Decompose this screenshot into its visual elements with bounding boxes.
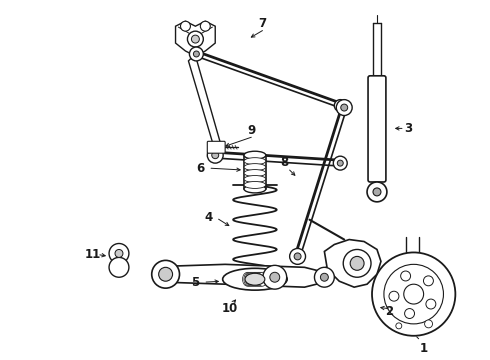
- Ellipse shape: [243, 272, 252, 286]
- Ellipse shape: [244, 185, 266, 193]
- Text: 8: 8: [281, 156, 289, 168]
- Circle shape: [337, 160, 343, 166]
- Circle shape: [212, 152, 219, 159]
- Text: 11: 11: [85, 248, 101, 261]
- Circle shape: [367, 182, 387, 202]
- Circle shape: [334, 100, 346, 112]
- Ellipse shape: [256, 272, 266, 286]
- Circle shape: [396, 323, 402, 329]
- Text: 6: 6: [196, 162, 204, 175]
- Text: 2: 2: [385, 306, 393, 319]
- Circle shape: [188, 31, 203, 47]
- Ellipse shape: [245, 272, 255, 286]
- Ellipse shape: [245, 273, 265, 285]
- Ellipse shape: [257, 272, 268, 286]
- Ellipse shape: [244, 151, 266, 159]
- Ellipse shape: [244, 176, 266, 183]
- Circle shape: [343, 249, 371, 277]
- Circle shape: [320, 273, 328, 281]
- Text: 9: 9: [248, 124, 256, 137]
- Ellipse shape: [244, 272, 254, 286]
- Circle shape: [180, 21, 191, 31]
- Circle shape: [190, 47, 203, 61]
- Ellipse shape: [222, 268, 287, 290]
- Circle shape: [404, 284, 424, 304]
- Circle shape: [294, 253, 301, 260]
- Circle shape: [270, 272, 280, 282]
- Polygon shape: [175, 21, 215, 56]
- Polygon shape: [324, 239, 381, 287]
- Circle shape: [159, 267, 172, 281]
- Text: 1: 1: [419, 342, 428, 355]
- Polygon shape: [166, 264, 324, 287]
- Circle shape: [115, 249, 123, 257]
- Circle shape: [384, 264, 443, 324]
- Ellipse shape: [255, 272, 265, 286]
- Circle shape: [425, 320, 433, 328]
- Text: 3: 3: [405, 122, 413, 135]
- Circle shape: [389, 291, 399, 301]
- Ellipse shape: [249, 272, 259, 286]
- Circle shape: [401, 271, 411, 281]
- Circle shape: [194, 51, 199, 57]
- Circle shape: [426, 299, 436, 309]
- Circle shape: [207, 147, 223, 163]
- Circle shape: [315, 267, 334, 287]
- Ellipse shape: [253, 272, 263, 286]
- Circle shape: [333, 156, 347, 170]
- FancyBboxPatch shape: [368, 76, 386, 182]
- Circle shape: [338, 103, 343, 108]
- Ellipse shape: [251, 272, 261, 286]
- Circle shape: [336, 100, 352, 116]
- Ellipse shape: [244, 158, 266, 165]
- Ellipse shape: [252, 272, 262, 286]
- Circle shape: [200, 21, 210, 31]
- Circle shape: [405, 309, 415, 319]
- Ellipse shape: [244, 170, 266, 176]
- Circle shape: [373, 188, 381, 196]
- Ellipse shape: [246, 272, 256, 286]
- Ellipse shape: [244, 164, 266, 171]
- Polygon shape: [189, 59, 220, 148]
- Circle shape: [109, 257, 129, 277]
- Circle shape: [152, 260, 179, 288]
- Text: 5: 5: [191, 276, 199, 289]
- Circle shape: [263, 265, 287, 289]
- Circle shape: [341, 104, 348, 111]
- Circle shape: [350, 256, 364, 270]
- Text: 10: 10: [222, 302, 238, 315]
- Text: 4: 4: [204, 211, 212, 224]
- Circle shape: [290, 248, 306, 264]
- Ellipse shape: [244, 181, 266, 188]
- Circle shape: [192, 35, 199, 43]
- FancyBboxPatch shape: [207, 141, 225, 153]
- Text: 7: 7: [258, 17, 266, 30]
- Circle shape: [372, 252, 455, 336]
- Circle shape: [109, 243, 129, 264]
- Ellipse shape: [248, 272, 258, 286]
- Circle shape: [423, 276, 433, 286]
